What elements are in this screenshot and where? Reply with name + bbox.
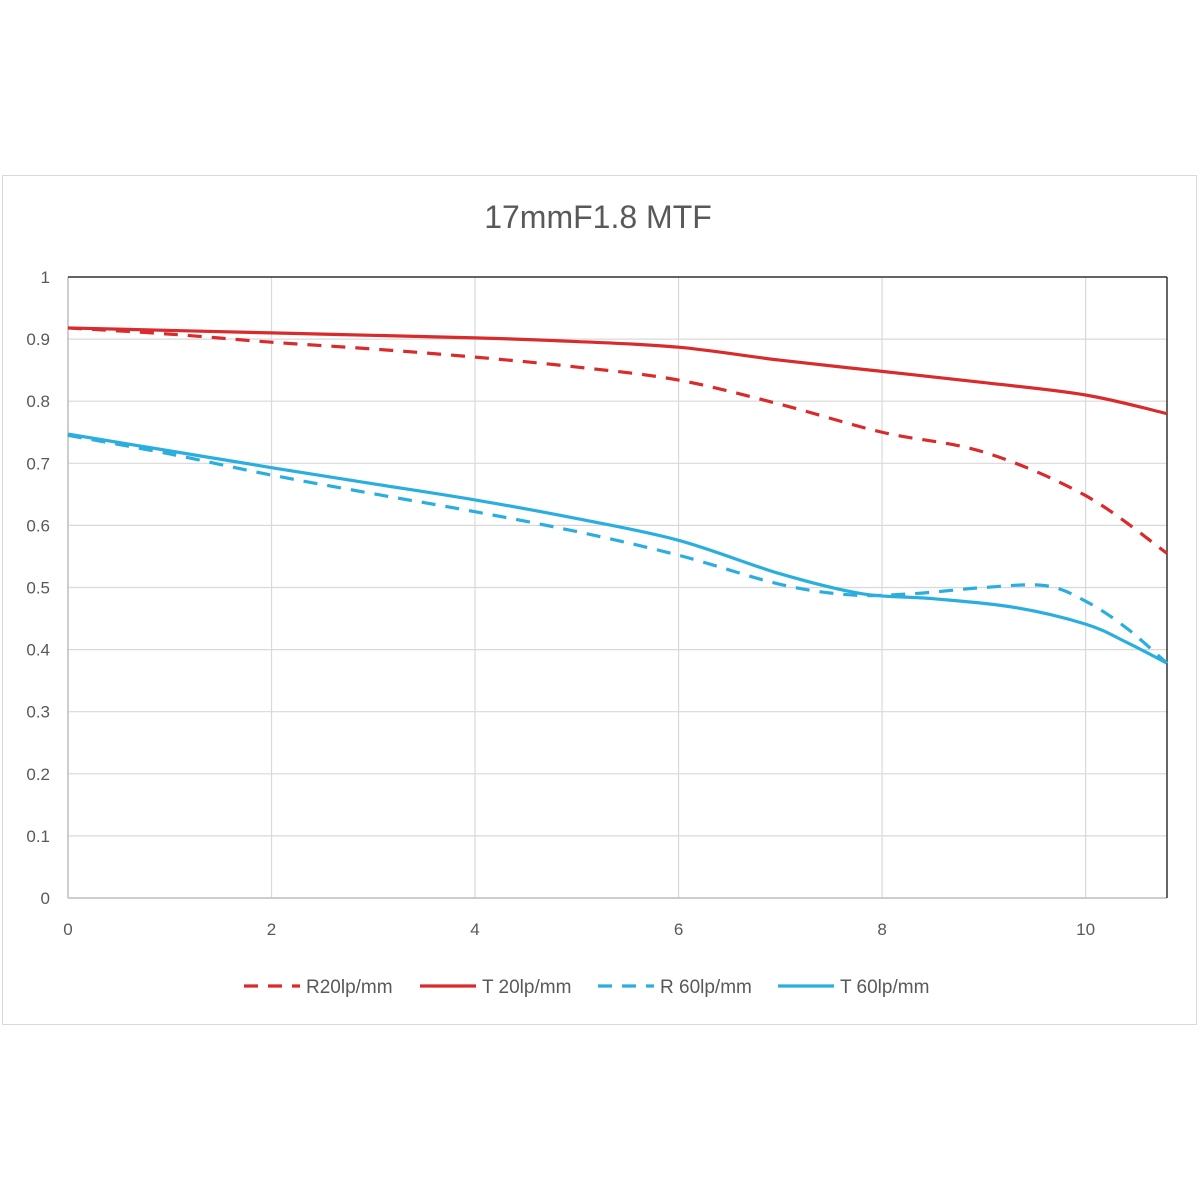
- x-tick-label: 8: [877, 920, 886, 939]
- series-line-t-60lp-mm: [67, 432, 1168, 665]
- y-tick-label: 0: [41, 889, 50, 908]
- y-tick-label: 0.7: [26, 454, 50, 473]
- x-tick-label: 4: [470, 920, 479, 939]
- legend-label: T 20lp/mm: [482, 977, 571, 998]
- legend-label: T 60lp/mm: [840, 977, 929, 998]
- series-line-t-20lp-mm: [67, 326, 1168, 416]
- y-tick-label: 0.8: [26, 392, 50, 411]
- chart-title: 17mmF1.8 MTF: [484, 199, 712, 235]
- x-tick-label: 2: [267, 920, 276, 939]
- y-tick-label: 0.3: [26, 703, 50, 722]
- x-tick-label: 6: [674, 920, 683, 939]
- legend-label: R20lp/mm: [306, 977, 393, 998]
- y-tick-label: 1: [41, 268, 50, 287]
- y-tick-label: 0.9: [26, 330, 50, 349]
- legend-label: R 60lp/mm: [660, 977, 752, 998]
- y-tick-label: 0.5: [26, 579, 50, 598]
- series-line-r20lp-mm: [67, 326, 1168, 555]
- x-tick-label: 0: [63, 920, 72, 939]
- y-tick-label: 0.6: [26, 516, 50, 535]
- x-tick-label: 10: [1076, 920, 1095, 939]
- y-tick-label: 0.2: [26, 765, 50, 784]
- series-line-r-60lp-mm: [67, 433, 1169, 665]
- y-tick-label: 0.1: [26, 827, 50, 846]
- chart-frame: [2, 175, 1197, 1025]
- y-tick-label: 0.4: [26, 641, 50, 660]
